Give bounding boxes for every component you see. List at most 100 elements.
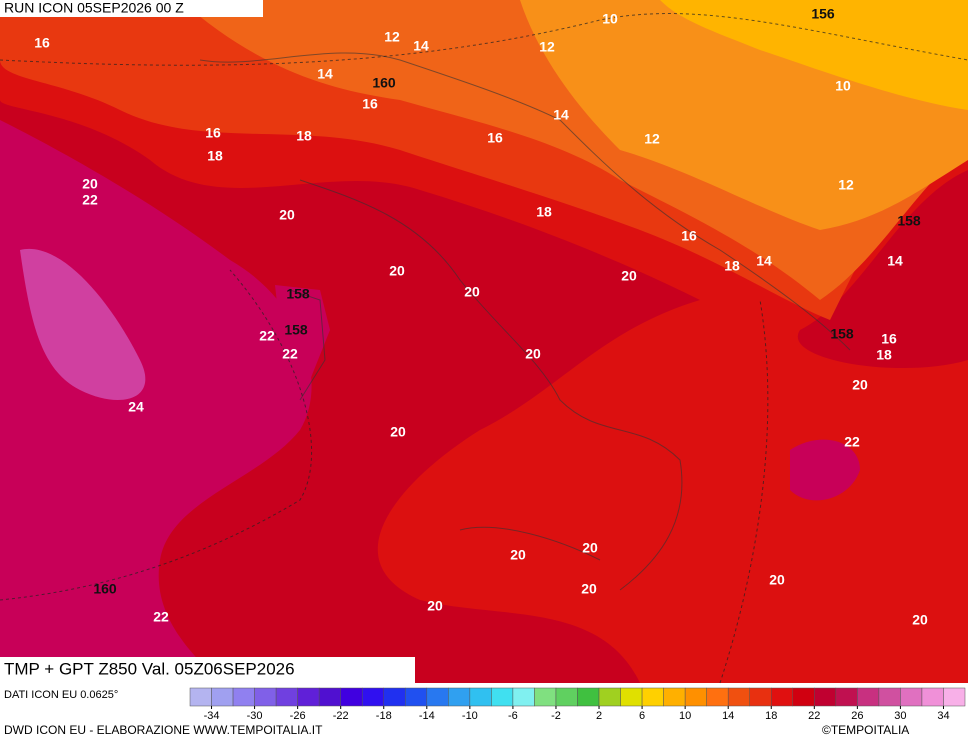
colorbar-tick-label: -10 xyxy=(462,710,478,722)
coastlines xyxy=(199,52,851,591)
geopotential-label: 158 xyxy=(286,286,310,302)
geopotential-label: 158 xyxy=(897,213,921,229)
temperature-label: 16 xyxy=(34,35,50,51)
geopotential-label: 160 xyxy=(372,75,396,91)
temperature-label: 10 xyxy=(835,78,851,94)
temperature-label: 20 xyxy=(912,612,928,628)
temperature-label: 20 xyxy=(525,346,541,362)
colorbar-box xyxy=(771,687,794,707)
temperature-label: 12 xyxy=(384,29,400,45)
colorbar-tick-label: 2 xyxy=(596,710,602,722)
source-label: DATI ICON EU 0.0625° xyxy=(4,689,118,701)
geopotential-label: 160 xyxy=(93,581,117,597)
colorbar-box xyxy=(275,687,298,707)
colorbar-box xyxy=(340,687,363,707)
colorbar-box xyxy=(792,687,815,707)
colorbar-box xyxy=(598,687,621,707)
temperature-label: 20 xyxy=(390,424,406,440)
temperature-label: 24 xyxy=(128,399,144,415)
colorbar-box xyxy=(921,687,944,707)
colorbar-box xyxy=(878,687,901,707)
colorbar-box xyxy=(318,687,341,707)
temperature-label: 20 xyxy=(582,540,598,556)
temperature-label: 18 xyxy=(296,128,312,144)
geopotential-contours xyxy=(0,13,968,684)
colorbar-tick-label: 10 xyxy=(679,710,691,722)
colorbar-box xyxy=(555,687,578,707)
temperature-label: 20 xyxy=(621,268,637,284)
temperature-label: 10 xyxy=(602,11,618,27)
temperature-label: 20 xyxy=(769,572,785,588)
colorbar-box xyxy=(512,687,535,707)
colorbar-box xyxy=(900,687,923,707)
colorbar-box xyxy=(189,687,212,707)
temperature-label: 20 xyxy=(581,581,597,597)
temperature-label: 20 xyxy=(464,284,480,300)
colorbar-box xyxy=(684,687,707,707)
copyright-label: ©TEMPOITALIA xyxy=(822,723,909,737)
temperature-label: 16 xyxy=(881,331,897,347)
yellow-band xyxy=(660,0,968,110)
temperature-label: 20 xyxy=(82,176,98,192)
colorbar-box xyxy=(448,687,471,707)
temperature-label: 18 xyxy=(876,347,892,363)
colorbar-tick-label: 18 xyxy=(765,710,777,722)
colorbar-box xyxy=(361,687,385,707)
colorbar-tick-label: -26 xyxy=(290,710,306,722)
colorbar-tick-label: 34 xyxy=(937,710,949,722)
temperature-label: 12 xyxy=(539,39,555,55)
temperature-label: 18 xyxy=(724,258,740,274)
colorbar-box xyxy=(706,687,729,707)
temperature-label: 20 xyxy=(427,598,443,614)
temperature-label: 16 xyxy=(205,125,221,141)
colorbar-tick-label: -34 xyxy=(204,710,220,722)
temperature-label: 22 xyxy=(844,434,860,450)
colorbar-box xyxy=(211,687,234,707)
temperature-label: 22 xyxy=(82,192,98,208)
temperature-label: 16 xyxy=(362,96,378,112)
product-box xyxy=(0,657,415,683)
colorbar-tick-label: -18 xyxy=(376,710,392,722)
colorbar-box xyxy=(254,687,277,707)
colorbar-tick-label: 26 xyxy=(851,710,863,722)
temperature-label: 18 xyxy=(536,204,552,220)
colorbar-box xyxy=(469,687,492,707)
colorbar-tick-label: 6 xyxy=(639,710,645,722)
colorbar-box xyxy=(641,687,664,707)
magenta-patch xyxy=(790,439,860,501)
colorbar-box xyxy=(491,687,514,707)
temperature-label: 16 xyxy=(681,228,697,244)
colorbar-tick-label: 22 xyxy=(808,710,820,722)
credit-label: DWD ICON EU - ELABORAZIONE WWW.TEMPOITAL… xyxy=(4,723,323,737)
temperature-label: 12 xyxy=(838,177,854,193)
temperature-label: 20 xyxy=(389,263,405,279)
colorbar-box xyxy=(577,687,600,707)
header-box xyxy=(0,0,263,17)
temperature-label: 14 xyxy=(317,66,333,82)
temperature-label: 14 xyxy=(413,38,429,54)
colorbar-box xyxy=(383,687,406,707)
magenta-patch xyxy=(275,285,330,380)
temperature-label: 20 xyxy=(279,207,295,223)
pink-area xyxy=(20,248,146,400)
colorbar-box xyxy=(426,687,449,707)
colorbar-tick-label: 14 xyxy=(722,710,734,722)
temperature-label: 22 xyxy=(153,609,169,625)
temperature-label: 22 xyxy=(282,346,298,362)
colorbar-tick-label: -30 xyxy=(247,710,263,722)
colorbar-box xyxy=(749,687,772,707)
colorbar-box xyxy=(297,687,320,707)
geopotential-label: 156 xyxy=(811,6,835,22)
colorbar-box xyxy=(943,687,966,707)
colorbar-tick-label: -2 xyxy=(551,710,561,722)
temperature-label: 18 xyxy=(207,148,223,164)
temperature-label: 20 xyxy=(510,547,526,563)
temperature-label: 12 xyxy=(644,131,660,147)
temperature-label: 14 xyxy=(553,107,569,123)
geopotential-label: 158 xyxy=(284,322,308,338)
colorbar-box xyxy=(232,687,255,707)
temperature-label: 16 xyxy=(487,130,503,146)
run-label: RUN ICON 05SEP2026 00 Z xyxy=(4,0,184,16)
